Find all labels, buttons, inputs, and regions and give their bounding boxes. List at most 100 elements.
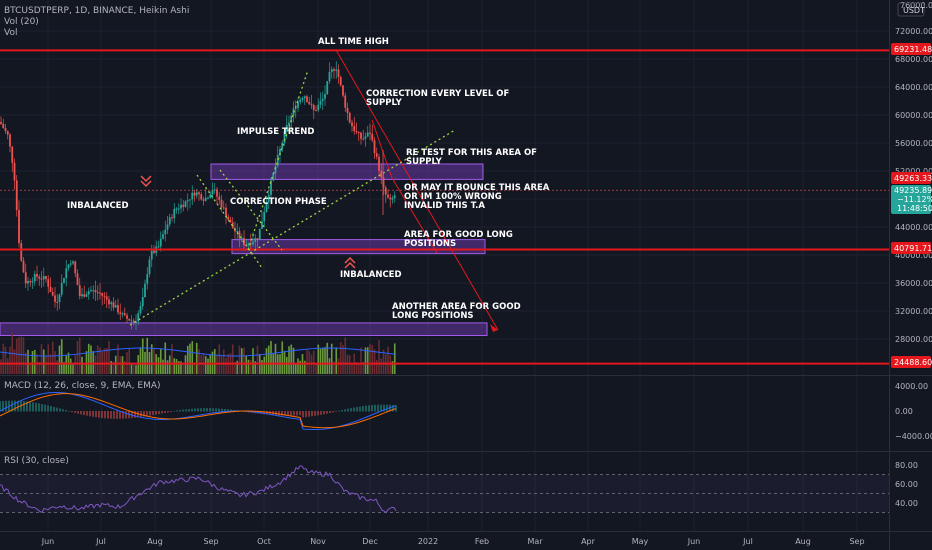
macd-histogram-bar bbox=[56, 407, 58, 412]
candle-body bbox=[60, 282, 63, 295]
time-tick-label: Feb bbox=[475, 537, 489, 546]
volume-bar bbox=[321, 348, 324, 374]
macd-histogram-bar bbox=[59, 408, 61, 412]
volume-bar bbox=[306, 349, 308, 374]
candle-body bbox=[229, 219, 232, 223]
volume-bar bbox=[15, 338, 18, 374]
candle-body bbox=[247, 243, 250, 245]
candle-body bbox=[38, 276, 41, 279]
volume-bar bbox=[378, 340, 380, 374]
macd-histogram-bar bbox=[311, 411, 313, 417]
macd-tick-label: 0.00 bbox=[895, 407, 913, 416]
volume-bar bbox=[339, 342, 342, 374]
macd-histogram-bar bbox=[170, 411, 172, 412]
macd-histogram-bar bbox=[32, 402, 34, 412]
candle-body bbox=[315, 110, 317, 112]
volume-bar bbox=[218, 344, 221, 374]
macd-histogram-bar bbox=[206, 408, 208, 412]
volume-bar bbox=[189, 343, 191, 374]
macd-histogram-bar bbox=[107, 411, 109, 419]
candle-body bbox=[220, 199, 223, 208]
macd-histogram-bar bbox=[119, 411, 121, 419]
candle-body bbox=[222, 207, 225, 209]
volume-bar bbox=[371, 344, 374, 374]
volume-bar bbox=[81, 356, 83, 374]
macd-histogram-bar bbox=[74, 411, 76, 413]
macd-histogram-bar bbox=[305, 411, 307, 418]
macd-histogram-bar bbox=[29, 401, 31, 412]
candle-body bbox=[195, 192, 198, 196]
volume-bar bbox=[234, 361, 236, 374]
candle-body bbox=[279, 148, 281, 155]
annotation-bounce-3: INVALID THIS T.A bbox=[404, 201, 485, 211]
volume-label: Vol (20) bbox=[4, 17, 39, 27]
badge-level-low: 24488.60 bbox=[891, 356, 932, 368]
time-tick-label: Nov bbox=[310, 537, 326, 546]
macd-axis[interactable]: 4000.00 0.00 −4000.00 bbox=[895, 382, 932, 441]
candle-body bbox=[348, 112, 351, 123]
macd-histogram-bar bbox=[341, 409, 343, 412]
macd-histogram-bar bbox=[380, 404, 382, 412]
candles bbox=[0, 61, 396, 331]
volume-bar bbox=[351, 363, 353, 374]
macd-histogram-bar bbox=[158, 411, 160, 415]
candle-body bbox=[33, 274, 36, 282]
badge-level-mid: 40791.71 bbox=[891, 242, 932, 254]
candle-body bbox=[110, 302, 113, 305]
volume-bar bbox=[333, 361, 335, 374]
currency-box[interactable] bbox=[897, 2, 925, 17]
volume-bar bbox=[108, 340, 110, 374]
time-tick-label: Oct bbox=[257, 537, 271, 546]
candle-body bbox=[391, 197, 394, 200]
macd-histogram-bar bbox=[188, 408, 190, 412]
candle-body bbox=[119, 312, 122, 315]
candle-body bbox=[389, 197, 392, 200]
rsi-axis[interactable]: 80.00 60.00 40.00 bbox=[895, 461, 918, 508]
candle-body bbox=[18, 210, 20, 244]
time-tick-label: Jun bbox=[41, 537, 55, 546]
volume-bar bbox=[393, 343, 396, 374]
candle-body bbox=[375, 153, 378, 157]
volume-bar bbox=[294, 363, 297, 374]
volume-bar bbox=[18, 337, 20, 374]
volume-bar bbox=[317, 344, 320, 374]
candle-body bbox=[380, 170, 383, 178]
macd-histogram-bar bbox=[302, 411, 304, 418]
price-tick-label: 36000.00 bbox=[895, 279, 932, 288]
annotation-inbalanced-mid: INBALANCED bbox=[340, 270, 402, 280]
volume-bar bbox=[168, 355, 171, 374]
candle-body bbox=[258, 228, 261, 241]
volume-bar bbox=[193, 362, 196, 374]
candle-body bbox=[184, 201, 187, 207]
annotation-correction-phase: CORRECTION PHASE bbox=[230, 197, 327, 207]
volume-bar bbox=[78, 337, 81, 374]
macd-histogram-bar bbox=[224, 408, 226, 412]
candle-body bbox=[186, 200, 189, 202]
lower-zone bbox=[0, 322, 488, 336]
annotation-retest-1: RE TEST FOR THIS AREA OF bbox=[406, 148, 537, 158]
volume-bar bbox=[324, 347, 326, 374]
volume-bar bbox=[357, 364, 360, 374]
time-tick-label: Dec bbox=[362, 537, 377, 546]
candle-body bbox=[342, 85, 344, 96]
candle-body bbox=[157, 246, 160, 248]
chevron-up-marker-icon bbox=[344, 256, 356, 269]
volume-bar bbox=[94, 355, 97, 374]
time-axis[interactable]: Jun Jul Aug Sep Oct Nov Dec 2022 Feb Mar Apr May Jun… bbox=[41, 537, 865, 546]
macd-histogram-bar bbox=[41, 403, 43, 412]
volume-bar bbox=[375, 360, 378, 374]
volume-bar bbox=[159, 348, 162, 374]
badge-last-price: 49235.89 −11.12% 11:48:50 bbox=[891, 185, 932, 214]
chart-title: BTCUSDTPERP, 1D, BINANCE, Heikin Ashi bbox=[4, 6, 189, 16]
volume-bar bbox=[29, 363, 32, 374]
candle-body bbox=[83, 294, 86, 297]
candle-body bbox=[312, 104, 315, 111]
arrow-head bbox=[490, 324, 498, 332]
macd-histogram-bar bbox=[368, 405, 370, 412]
candle-body bbox=[148, 259, 151, 275]
volume-bar bbox=[128, 348, 131, 374]
candle-body bbox=[371, 133, 374, 141]
macd-histogram-bar bbox=[308, 411, 310, 417]
price-tick-label: 60000.00 bbox=[895, 111, 932, 120]
